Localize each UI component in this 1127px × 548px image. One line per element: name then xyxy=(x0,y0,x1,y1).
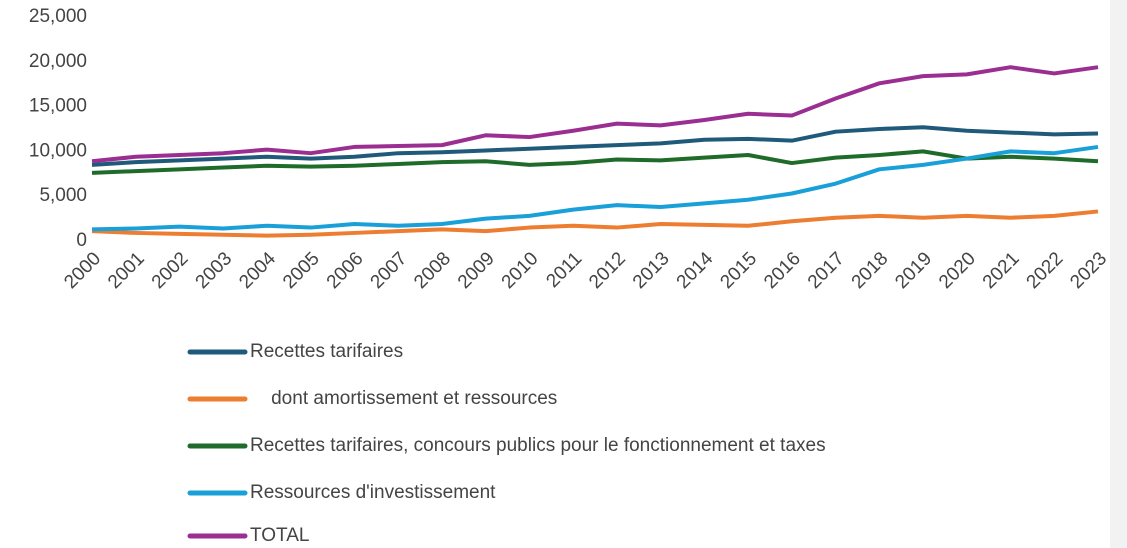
legend-label: Recettes tarifaires xyxy=(250,341,403,362)
x-tick-label: 2007 xyxy=(367,248,412,293)
y-tick-label: 25,000 xyxy=(29,6,87,27)
x-tick-label: 2013 xyxy=(629,248,674,293)
x-tick-label: 2002 xyxy=(148,248,193,293)
x-tick-label: 2021 xyxy=(979,248,1024,293)
series-line xyxy=(91,125,1099,167)
x-tick-label: 2000 xyxy=(60,248,105,293)
y-tick-label: 15,000 xyxy=(29,96,87,117)
x-tick-label: 2016 xyxy=(760,248,805,293)
x-tick-label: 2020 xyxy=(935,248,980,293)
series-line xyxy=(91,144,1099,232)
x-tick-label: 2015 xyxy=(716,248,761,293)
side-strip xyxy=(1110,0,1127,548)
x-tick-label: 2022 xyxy=(1023,248,1068,293)
x-tick-label: 2018 xyxy=(848,248,893,293)
legend-label: TOTAL xyxy=(250,525,309,546)
y-tick-label: 20,000 xyxy=(29,51,87,72)
legend-label: Recettes tarifaires, concours publics po… xyxy=(250,435,826,456)
x-tick-label: 2017 xyxy=(804,248,849,293)
y-tick-label: 0 xyxy=(76,230,87,251)
x-tick-label: 2009 xyxy=(454,248,499,293)
x-tick-label: 2003 xyxy=(192,248,237,293)
x-tick-label: 2010 xyxy=(498,248,543,293)
legend-label: Ressources d'investissement xyxy=(250,482,496,503)
x-tick-label: 2004 xyxy=(235,248,280,293)
x-tick-label: 2012 xyxy=(585,248,630,293)
legend-label: dont amortissement et ressources xyxy=(250,388,557,409)
series-line xyxy=(91,65,1099,164)
x-tick-label: 2001 xyxy=(104,248,149,293)
x-tick-label: 2005 xyxy=(279,248,324,293)
x-tick-label: 2019 xyxy=(891,248,936,293)
x-tick-label: 2008 xyxy=(410,248,455,293)
x-tick-label: 2006 xyxy=(323,248,368,293)
series-line xyxy=(91,209,1099,238)
x-tick-label: 2014 xyxy=(673,248,718,293)
y-tick-label: 5,000 xyxy=(39,185,87,206)
y-tick-label: 10,000 xyxy=(29,140,87,161)
series-line xyxy=(91,149,1099,175)
x-tick-label: 2011 xyxy=(542,248,586,292)
x-tick-label: 2023 xyxy=(1066,248,1111,293)
